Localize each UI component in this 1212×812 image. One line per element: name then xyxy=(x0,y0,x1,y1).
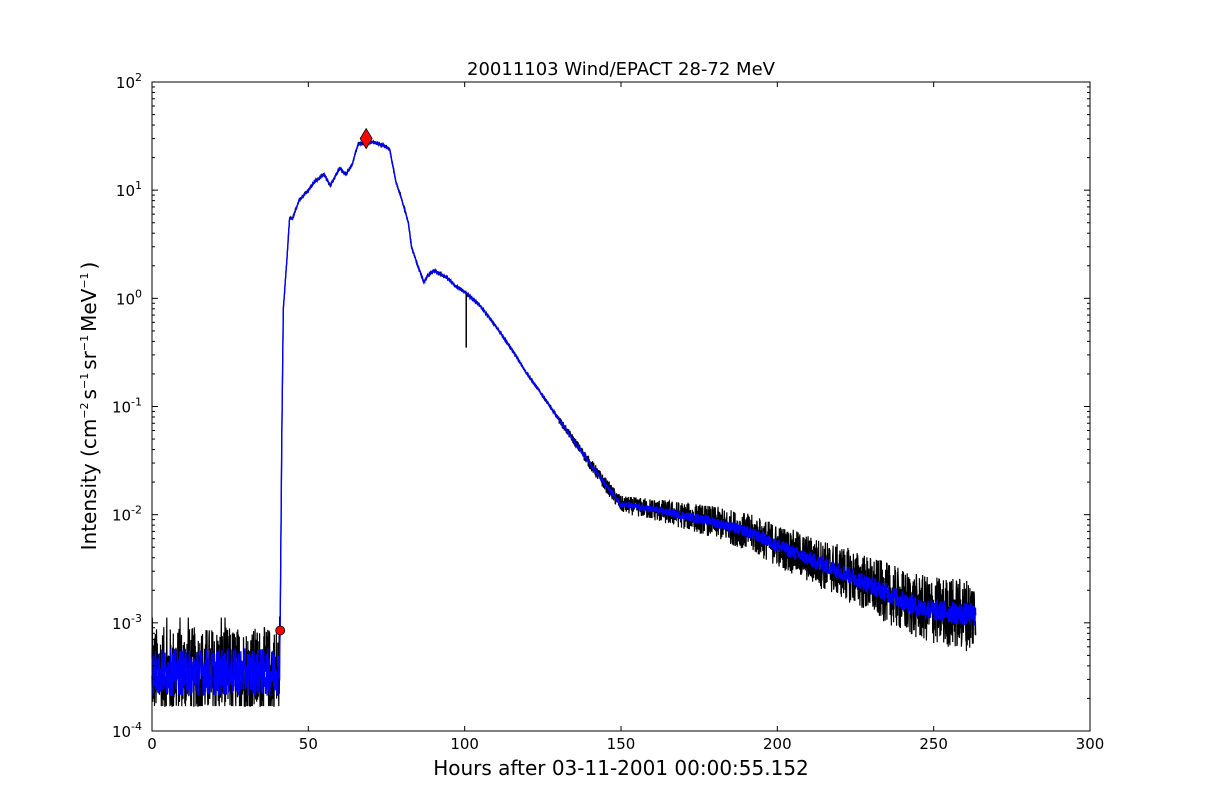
x-axis-label: Hours after 03-11-2001 00:00:55.152 xyxy=(433,756,809,780)
plot-frame xyxy=(151,81,1091,732)
x-tick-label: 200 xyxy=(763,735,792,753)
x-tick-label: 100 xyxy=(450,735,479,753)
x-tick-label: 250 xyxy=(919,735,948,753)
y-tick-label: 101 xyxy=(116,179,142,200)
y-tick-label: 10-3 xyxy=(112,612,142,633)
x-tick-label: 50 xyxy=(299,735,318,753)
onset-marker xyxy=(275,625,286,636)
plot-data xyxy=(151,127,977,707)
chart-title: 20011103 Wind/EPACT 28-72 MeV xyxy=(467,59,776,80)
peak-marker xyxy=(359,127,373,150)
x-tick-label: 150 xyxy=(607,735,636,753)
y-tick-label: 10-2 xyxy=(112,504,142,525)
series-smoothed-line xyxy=(151,139,977,696)
y-tick-label: 10-4 xyxy=(112,720,142,741)
axis-ticks: 0 50 100 150 200 250 300 10-4 10-3 10-2 10-1 100 101… xyxy=(112,71,1104,753)
y-tick-label: 10-1 xyxy=(112,396,142,417)
x-tick-label: 300 xyxy=(1076,735,1105,753)
y-tick-label: 102 xyxy=(116,71,142,92)
y-axis-label: Intensity (cm−2s−1sr−1MeV−1) xyxy=(77,262,101,551)
x-tick-label: 0 xyxy=(147,735,157,753)
y-tick-label: 100 xyxy=(116,287,142,308)
